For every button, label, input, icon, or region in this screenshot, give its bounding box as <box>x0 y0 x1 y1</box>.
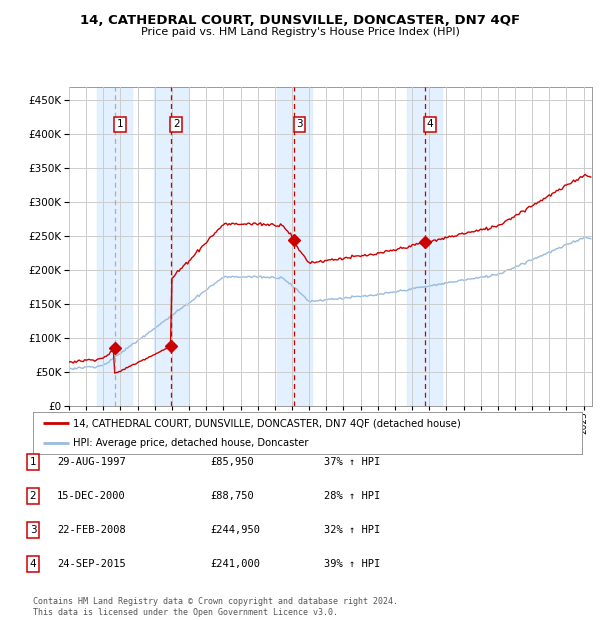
Text: £241,000: £241,000 <box>210 559 260 569</box>
Text: 24-SEP-2015: 24-SEP-2015 <box>57 559 126 569</box>
Bar <box>154 87 188 406</box>
Text: 1: 1 <box>29 457 37 467</box>
Text: 4: 4 <box>29 559 37 569</box>
Text: 3: 3 <box>296 119 303 129</box>
Text: 29-AUG-1997: 29-AUG-1997 <box>57 457 126 467</box>
Text: 14, CATHEDRAL COURT, DUNSVILLE, DONCASTER, DN7 4QF (detached house): 14, CATHEDRAL COURT, DUNSVILLE, DONCASTE… <box>73 418 460 428</box>
Text: Contains HM Land Registry data © Crown copyright and database right 2024.
This d: Contains HM Land Registry data © Crown c… <box>33 598 398 617</box>
Text: 15-DEC-2000: 15-DEC-2000 <box>57 491 126 501</box>
Text: 1: 1 <box>116 119 123 129</box>
Text: 22-FEB-2008: 22-FEB-2008 <box>57 525 126 535</box>
Text: 2: 2 <box>173 119 179 129</box>
Text: 14, CATHEDRAL COURT, DUNSVILLE, DONCASTER, DN7 4QF: 14, CATHEDRAL COURT, DUNSVILLE, DONCASTE… <box>80 14 520 27</box>
Bar <box>277 87 311 406</box>
Text: £244,950: £244,950 <box>210 525 260 535</box>
Text: £85,950: £85,950 <box>210 457 254 467</box>
Text: £88,750: £88,750 <box>210 491 254 501</box>
Text: 37% ↑ HPI: 37% ↑ HPI <box>324 457 380 467</box>
Text: 3: 3 <box>29 525 37 535</box>
Text: HPI: Average price, detached house, Doncaster: HPI: Average price, detached house, Donc… <box>73 438 308 448</box>
Bar <box>407 87 442 406</box>
Text: 32% ↑ HPI: 32% ↑ HPI <box>324 525 380 535</box>
Text: 2: 2 <box>29 491 37 501</box>
Bar <box>97 87 132 406</box>
Text: 28% ↑ HPI: 28% ↑ HPI <box>324 491 380 501</box>
Text: 4: 4 <box>427 119 433 129</box>
Text: 39% ↑ HPI: 39% ↑ HPI <box>324 559 380 569</box>
Text: Price paid vs. HM Land Registry's House Price Index (HPI): Price paid vs. HM Land Registry's House … <box>140 27 460 37</box>
